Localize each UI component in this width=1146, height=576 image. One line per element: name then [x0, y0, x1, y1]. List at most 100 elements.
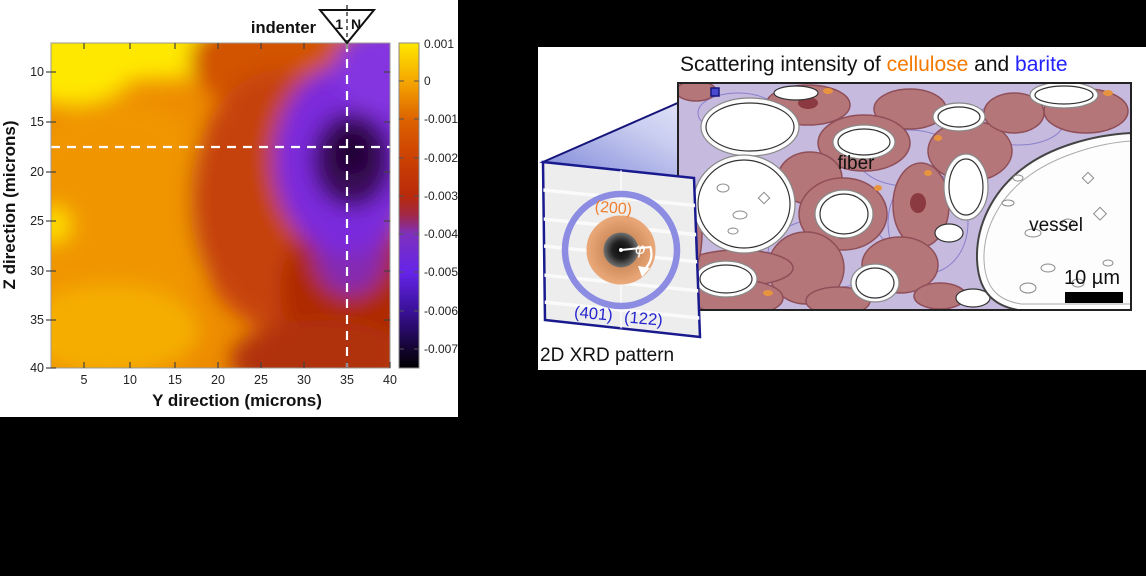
azimuth-arrowhead-icon — [638, 266, 650, 277]
cellulose-speckle — [934, 135, 942, 141]
x-tick-label: 30 — [297, 373, 311, 387]
y-axis-label: Z direction (microns) — [0, 120, 19, 289]
speckle — [1012, 174, 1024, 182]
xrd-sampling-marker — [710, 87, 720, 97]
lumen — [699, 264, 753, 294]
x-tick-label: 15 — [168, 373, 182, 387]
lumen — [819, 193, 869, 235]
colorbar-tick-label: -0.002 — [424, 151, 458, 165]
lumen — [934, 223, 964, 243]
barite-401-122-ring — [561, 190, 681, 310]
cellulose-200-ring — [586, 215, 656, 285]
indenter-force-unit: N — [351, 16, 361, 32]
colorbar-tick-label: -0.004 — [424, 227, 458, 241]
colorbar-tick-label: -0.007 — [424, 342, 458, 356]
indenter-force-value: 1 — [335, 16, 343, 32]
title-prefix: Scattering intensity of — [680, 53, 887, 76]
panel-title: Scattering intensity of cellulose and ba… — [680, 53, 1068, 76]
x-tick-label: 20 — [211, 373, 225, 387]
cellulose-speckle — [823, 88, 833, 94]
axis-tick-marks — [46, 43, 391, 369]
speckle — [727, 227, 739, 235]
title-cellulose: cellulose — [887, 53, 969, 76]
lumen — [1034, 85, 1094, 105]
x-axis-label: Y direction (microns) — [152, 391, 322, 410]
beam-center-dot — [619, 248, 623, 252]
speckle — [1092, 206, 1108, 221]
vessel-label: vessel — [1029, 215, 1083, 236]
cellulose-speckle — [763, 290, 773, 296]
x-tick-label: 25 — [254, 373, 268, 387]
heatmap-blob — [315, 215, 385, 295]
colorbar-tick-label: -0.003 — [424, 189, 458, 203]
speckle — [716, 183, 730, 193]
lumen — [773, 85, 819, 101]
speckle — [1019, 282, 1037, 294]
indenter-label: indenter — [251, 19, 317, 37]
x-tick-label: 35 — [340, 373, 354, 387]
lumen — [855, 267, 895, 299]
z-tick-label: 10 — [30, 65, 44, 79]
cellulose-speckle — [924, 170, 932, 176]
speckle — [1081, 171, 1095, 185]
z-tick-label: 15 — [30, 115, 44, 129]
colorbar-tick-labels: 0.001 0 -0.001 -0.002 -0.003 -0.004 -0.0… — [424, 37, 458, 356]
z-tick-label: 35 — [30, 313, 44, 327]
colorbar — [398, 42, 420, 369]
colorbar-tick-label: -0.006 — [424, 304, 458, 318]
colorbar-tick-marks — [399, 80, 419, 350]
scattering-map-panel: Scattering intensity of cellulose and ba… — [538, 47, 1146, 370]
heatmap-blob — [51, 285, 200, 368]
lumen — [955, 288, 991, 308]
cellulose-speckle — [874, 185, 882, 191]
lumen — [837, 128, 891, 156]
heatmap-blob — [334, 131, 370, 175]
x-axis-tick-labels: 5 10 15 20 25 30 35 40 — [81, 373, 397, 387]
title-and: and — [968, 53, 1015, 76]
lumen — [697, 159, 791, 249]
speckle — [1001, 199, 1015, 207]
ring-200-label: (200) — [594, 198, 633, 218]
cellulose-speckles — [763, 88, 1113, 296]
speckle — [1061, 218, 1075, 228]
heatmap-blob — [51, 100, 230, 320]
lumen-holes-inner — [697, 85, 1094, 308]
cell-wall-blobs — [678, 83, 1129, 310]
x-tick-label: 5 — [81, 373, 88, 387]
lumen — [937, 106, 981, 128]
colorbar-tick-label: -0.001 — [424, 112, 458, 126]
scattering-contour-map: fiber vessel 10 µm — [677, 82, 1132, 311]
z-tick-label: 40 — [30, 361, 44, 375]
speckle — [757, 191, 771, 205]
z-tick-label: 30 — [30, 264, 44, 278]
x-tick-label: 10 — [123, 373, 137, 387]
speckle — [732, 210, 748, 220]
speckle — [1102, 259, 1114, 267]
title-barite: barite — [1015, 53, 1068, 76]
xrd-caption: 2D XRD pattern — [540, 345, 674, 366]
z-tick-label: 20 — [30, 165, 44, 179]
phi-symbol: φ — [635, 241, 645, 258]
heatmap-blob — [230, 320, 390, 368]
colorbar-tick-label: 0 — [424, 74, 431, 88]
speckle — [1024, 228, 1042, 238]
ring-401-label: (401) — [573, 303, 613, 324]
heatmap-blob — [335, 43, 390, 115]
plot-border — [50, 42, 391, 369]
colorbar-tick-label: -0.005 — [424, 265, 458, 279]
xrd-inset: φ (200) (401) (122) 2D XRD pattern — [540, 160, 702, 366]
lumen — [705, 102, 795, 152]
speckle — [1071, 278, 1085, 288]
azimuth-reference-line — [620, 246, 652, 251]
z-tick-label: 25 — [30, 214, 44, 228]
scale-bar — [1065, 292, 1123, 303]
cellulose-speckle — [1103, 90, 1113, 96]
speckle — [1040, 263, 1056, 273]
fiber-label: fiber — [838, 153, 876, 174]
heatmap-blob — [51, 207, 70, 243]
heatmap-blob — [51, 43, 140, 105]
ring-122-label: (122) — [623, 308, 663, 329]
scale-bar-label: 10 µm — [1064, 267, 1120, 289]
x-tick-label: 40 — [383, 373, 397, 387]
